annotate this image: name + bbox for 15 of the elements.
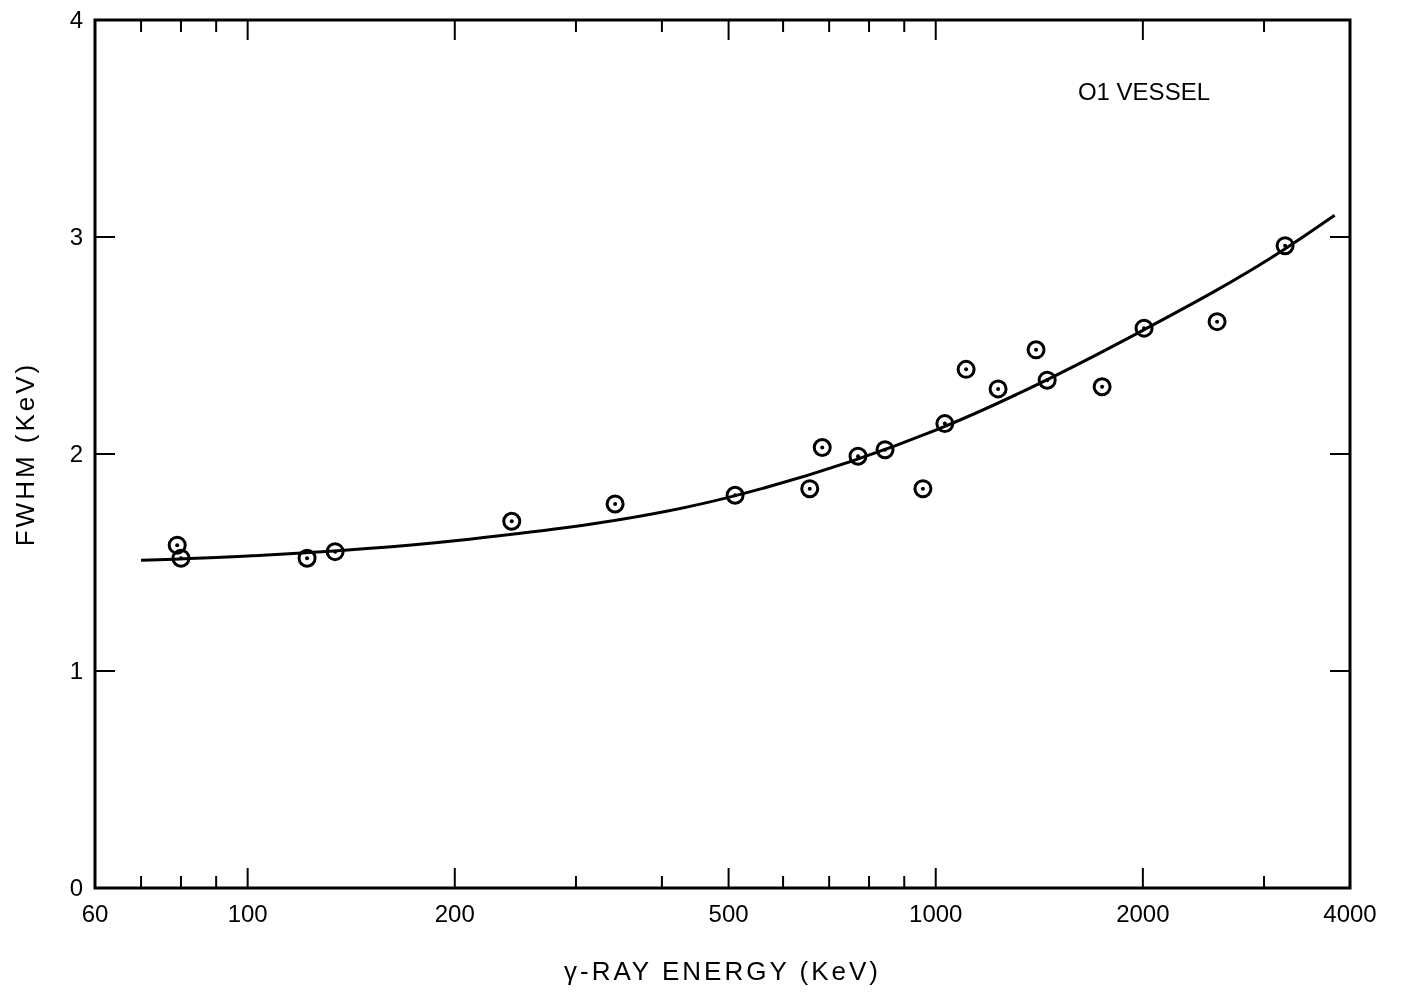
- x-axis-title: γ-RAY ENERGY (KeV): [564, 956, 881, 986]
- x-tick-label: 60: [81, 900, 109, 927]
- x-tick-label: 500: [708, 900, 749, 927]
- x-tick-label: 100: [227, 900, 268, 927]
- annotation: O1 VESSEL: [1077, 78, 1210, 105]
- x-tick-label: 1000: [909, 900, 963, 927]
- x-tick-label: 2000: [1116, 900, 1170, 927]
- y-tick-label: 2: [69, 440, 83, 467]
- y-tick-label: 3: [69, 223, 83, 250]
- y-tick-label: 0: [69, 874, 83, 901]
- x-tick-label: 4000: [1323, 900, 1377, 927]
- x-tick-label: 200: [434, 900, 475, 927]
- y-axis-title: FWHM (KeV): [10, 361, 40, 547]
- y-tick-label: 1: [69, 657, 83, 684]
- y-tick-label: 4: [69, 6, 83, 33]
